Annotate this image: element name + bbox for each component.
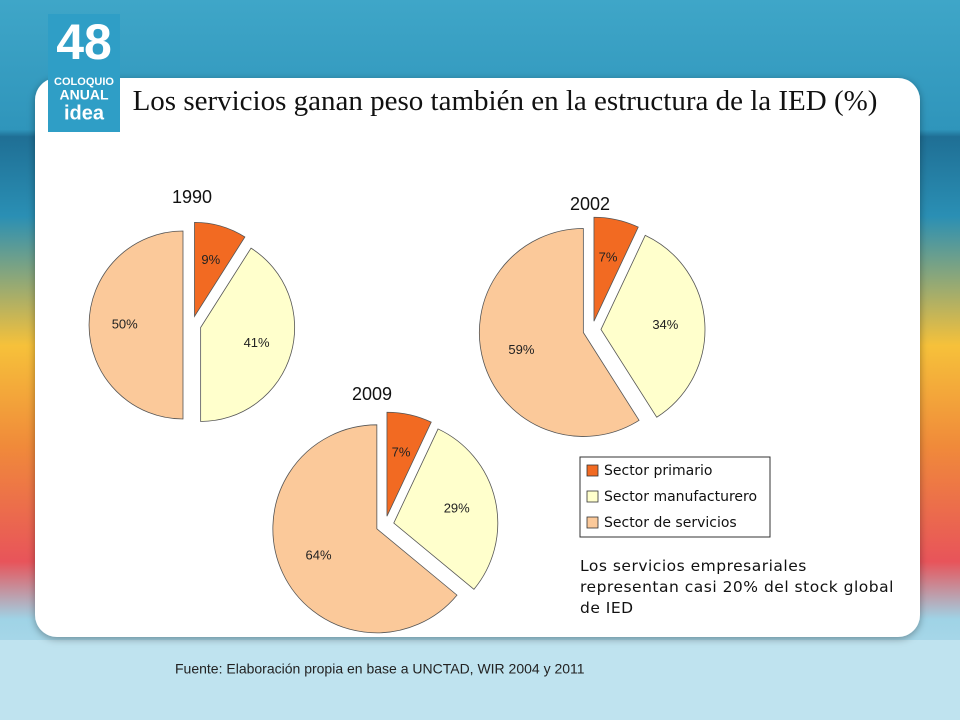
logo-text: idea — [64, 102, 105, 124]
note: Los servicios empresariales representan … — [580, 557, 894, 617]
slice-label: 34% — [652, 317, 678, 332]
slice-label: 7% — [599, 250, 618, 265]
legend-swatch — [586, 490, 599, 503]
slice-label: 9% — [201, 252, 220, 267]
slice-label: 41% — [244, 335, 270, 350]
footer-band — [0, 640, 960, 720]
legend-swatch — [586, 516, 599, 529]
pie-slice — [479, 228, 640, 437]
pie-slice — [194, 221, 246, 318]
legend-box — [579, 456, 771, 538]
logo-number: 48 — [56, 14, 112, 70]
slide-title: Los servicios ganan peso también en la e… — [132, 85, 878, 117]
pie-title: 2009 — [352, 384, 392, 404]
slice-label: 59% — [508, 342, 534, 357]
legend-label: Sector manufacturero — [604, 489, 757, 505]
pie-slice — [272, 424, 458, 634]
pie-slice — [593, 216, 639, 322]
pie-slice — [386, 411, 432, 517]
pie-title: 1990 — [172, 187, 212, 207]
legend-label: Sector primario — [604, 463, 712, 479]
pie-slice — [200, 247, 296, 422]
pie-title: 2002 — [570, 194, 610, 214]
source: Fuente: Elaboración propia en base a UNC… — [175, 661, 585, 677]
slice-label: 50% — [112, 316, 138, 331]
pie-slice — [88, 230, 184, 420]
slice-label: 64% — [305, 548, 331, 563]
logo-text: ANUAL — [60, 87, 109, 103]
legend-swatch — [586, 464, 599, 477]
logo-box — [48, 14, 120, 132]
pie-slice — [600, 234, 706, 418]
legend-label: Sector de servicios — [604, 515, 737, 531]
slice-label: 7% — [392, 445, 411, 460]
slice-label: 29% — [444, 500, 470, 515]
pie-slice — [393, 428, 499, 590]
logo-text: COLOQUIO — [54, 76, 114, 88]
